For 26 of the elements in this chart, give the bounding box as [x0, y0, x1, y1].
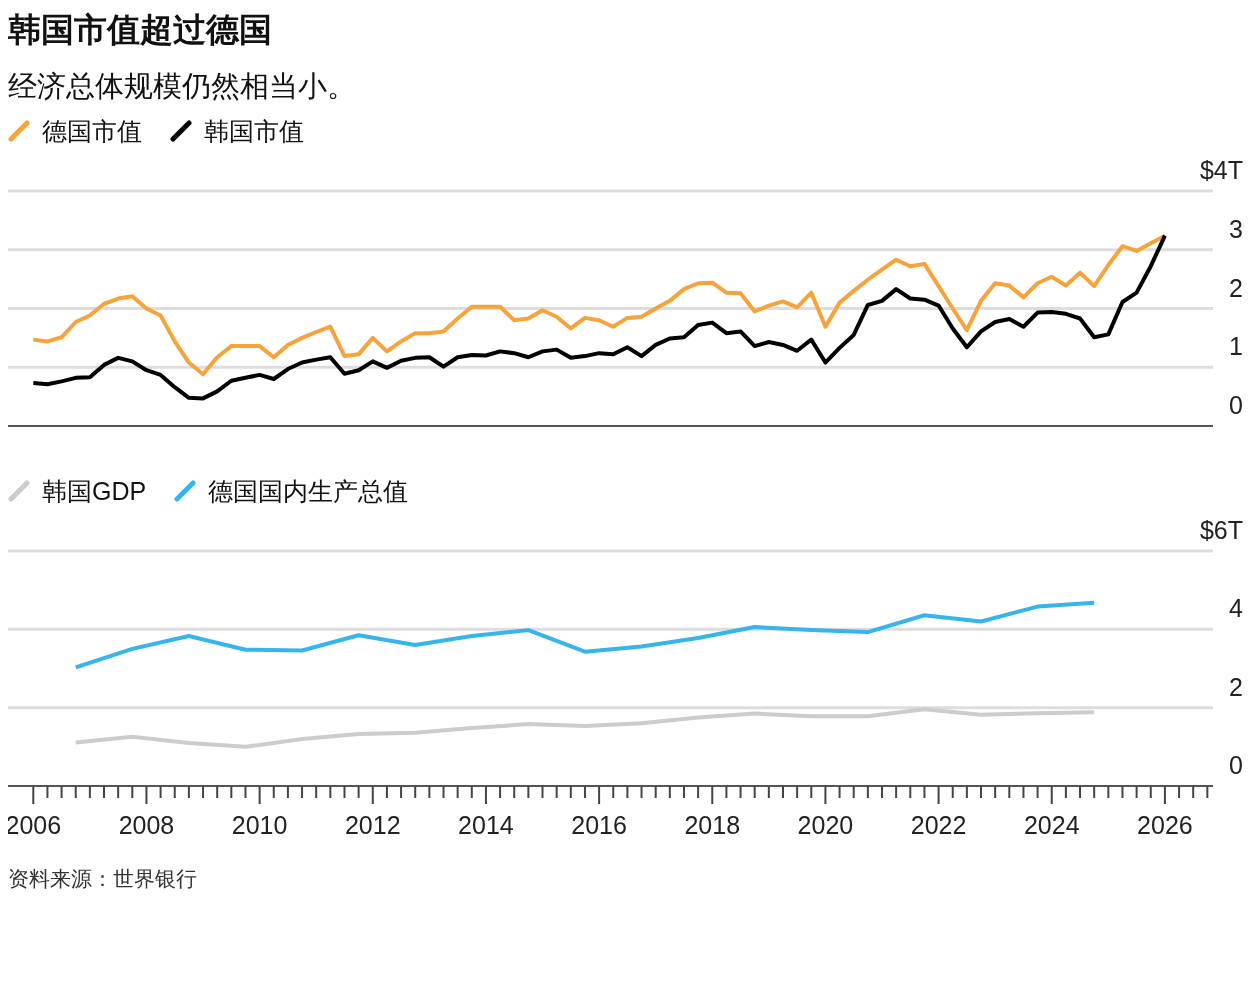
x-tick-label: 2022: [910, 811, 967, 839]
x-tick-label: 2026: [1137, 811, 1193, 839]
y-tick-label: 1: [1229, 332, 1243, 361]
chart-subtitle: 经济总体规模仍然相当小。: [8, 69, 357, 104]
y-tick-label: 0: [1229, 391, 1243, 419]
y-tick-label: $4T: [1199, 156, 1243, 184]
text: 资料来源：世界银行: [8, 866, 198, 892]
y-tick-label: 2: [1229, 672, 1243, 701]
y-tick-label: 4: [1229, 594, 1244, 623]
x-tick-label: 2008: [118, 811, 175, 839]
legend-label: 韩国市值: [204, 115, 304, 147]
legend-label: 德国市值: [42, 115, 142, 147]
y-tick-label: 3: [1229, 214, 1243, 243]
y-tick-label: 0: [1229, 751, 1243, 779]
y-tick-label: 2: [1229, 273, 1243, 302]
legend-label: 德国国内生产总值: [208, 475, 409, 507]
x-tick-label: 2024: [1023, 811, 1080, 839]
chart-title: 韩国市值超过德国: [8, 10, 273, 50]
x-tick-label: 2012: [344, 811, 401, 839]
legend-label: 韩国GDP: [42, 475, 147, 507]
y-tick-label: $6T: [1199, 516, 1243, 544]
x-tick-label: 2020: [797, 811, 854, 839]
x-tick-label: 2018: [684, 811, 741, 839]
x-tick-label: 2014: [458, 811, 514, 839]
x-tick-label: 2010: [231, 811, 288, 839]
x-tick-label: 2016: [571, 811, 627, 839]
